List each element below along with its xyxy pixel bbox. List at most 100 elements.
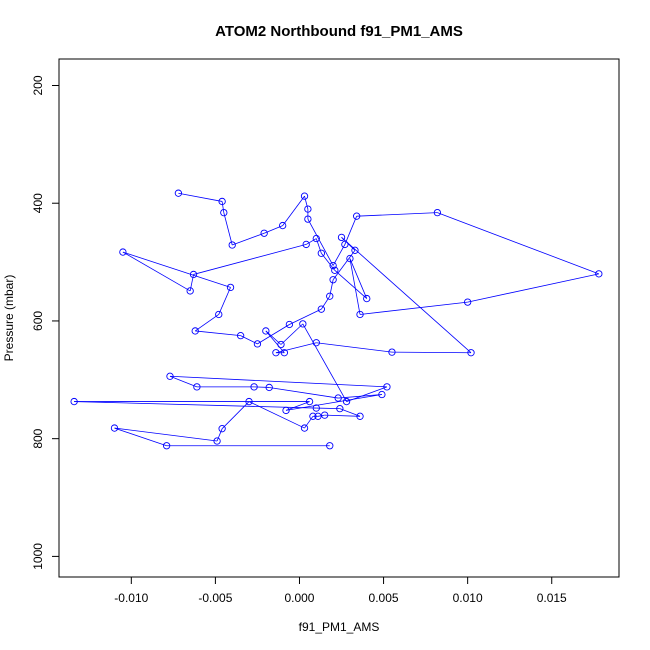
series-0-segment — [257, 324, 290, 345]
data-point — [174, 189, 183, 197]
data-point — [265, 383, 273, 392]
data-point — [282, 406, 290, 415]
series-0-segment — [248, 401, 305, 429]
series-0-segment — [216, 428, 223, 442]
data-point — [279, 221, 287, 230]
data-point — [334, 394, 342, 402]
data-point — [321, 411, 329, 419]
y-axis: 200 400 600 800 1000 — [31, 75, 60, 570]
data-point — [305, 397, 314, 406]
series-0-segment — [302, 323, 347, 402]
data-point — [388, 348, 396, 356]
data-point — [119, 248, 127, 256]
data-point — [193, 383, 201, 391]
series-0-segment — [304, 196, 309, 210]
x-tick-label: -0.005 — [198, 591, 232, 605]
series-0-segment — [269, 387, 339, 399]
series-0-segment — [341, 237, 472, 354]
series-0-segment — [178, 192, 223, 202]
data-point — [326, 442, 334, 450]
series-0-segment — [315, 238, 322, 254]
data-point — [191, 327, 199, 335]
data-point — [304, 215, 312, 223]
data-point — [213, 437, 221, 445]
series-0-segment — [232, 232, 265, 246]
series-0-segment — [195, 330, 241, 337]
data-point — [280, 349, 288, 357]
series-0-segment — [114, 427, 167, 447]
y-tick-label: 200 — [31, 75, 45, 95]
x-tick-label: 0.000 — [284, 591, 314, 605]
series-0-segment — [437, 212, 599, 275]
series-0-segment — [304, 416, 314, 429]
data-point — [166, 372, 174, 380]
x-tick-label: -0.010 — [114, 591, 148, 605]
series-0-segment — [218, 287, 231, 315]
series-0-segment — [254, 386, 270, 388]
data-point — [326, 292, 334, 300]
data-point — [215, 310, 223, 319]
series-0-segment — [338, 394, 382, 399]
data-point — [300, 192, 309, 200]
data-point — [245, 397, 253, 406]
x-axis-label: f91_PM1_AMS — [299, 620, 380, 634]
data-point — [220, 208, 228, 217]
series-0-segment — [306, 238, 317, 245]
series-0-segment — [316, 407, 340, 410]
data-point — [329, 261, 337, 270]
data-point — [337, 233, 346, 242]
series-0-segment — [349, 258, 361, 315]
data-point — [356, 310, 364, 319]
y-tick-label: 800 — [31, 428, 45, 448]
data-point — [228, 241, 236, 249]
series-0-segment — [324, 414, 361, 417]
data-point — [317, 249, 325, 257]
series-0-segment — [321, 296, 331, 310]
data-point — [351, 246, 359, 254]
series-0-segment — [114, 427, 218, 442]
x-tick-label: 0.010 — [453, 591, 483, 605]
data-point — [383, 383, 391, 391]
series-0-segment — [359, 301, 468, 315]
series-0-segment — [332, 244, 346, 266]
data-point — [299, 320, 307, 328]
series-0-segment — [221, 401, 250, 429]
data-point — [317, 305, 325, 313]
series-points — [70, 189, 603, 450]
series-lines — [74, 192, 599, 447]
data-point — [346, 254, 354, 263]
series-0-segment — [356, 212, 438, 217]
y-tick-label: 1000 — [31, 543, 45, 570]
x-axis: -0.010 -0.005 0.000 0.005 0.010 0.015 — [114, 576, 567, 605]
data-point — [260, 229, 268, 237]
data-point — [309, 412, 317, 420]
x-tick-label: 0.015 — [537, 591, 567, 605]
data-point — [463, 298, 472, 306]
data-point — [250, 383, 258, 391]
data-point — [336, 404, 344, 413]
data-point — [304, 205, 312, 213]
data-point — [329, 276, 337, 284]
series-0-segment — [307, 218, 334, 266]
data-point — [277, 340, 285, 349]
series-0-segment — [285, 401, 310, 411]
data-point — [300, 424, 309, 432]
data-point — [218, 197, 226, 206]
series-0-segment — [122, 251, 191, 292]
y-tick-label: 400 — [31, 193, 45, 213]
data-point — [595, 270, 603, 278]
data-point — [70, 397, 78, 406]
data-point — [356, 412, 364, 420]
data-point — [218, 425, 226, 433]
data-point — [189, 270, 198, 279]
data-point — [236, 332, 245, 340]
data-point — [378, 390, 386, 399]
series-0-segment — [122, 251, 231, 288]
data-point — [331, 266, 339, 274]
series-0-segment — [344, 216, 358, 245]
data-point — [433, 208, 442, 217]
series-0-segment — [391, 351, 472, 354]
data-point — [314, 412, 322, 420]
data-point — [186, 287, 194, 295]
